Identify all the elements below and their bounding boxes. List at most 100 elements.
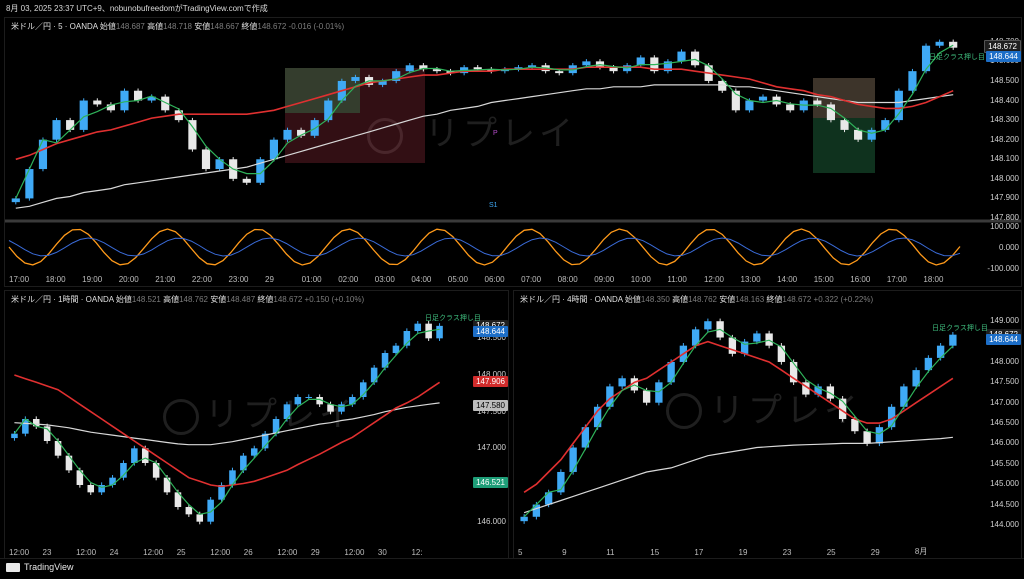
hourly-chart-pane[interactable]: 米ドル／円 · 1時間 · OANDA 始値148.521 高値148.762 … — [4, 290, 509, 560]
candle-body — [900, 386, 908, 407]
candle-body — [38, 139, 48, 170]
x-tick-label: 29 — [310, 548, 320, 557]
x-tick-label: 12:00 — [9, 548, 30, 557]
y-tick-label: 146.500 — [990, 418, 1019, 428]
candle-body — [185, 507, 193, 515]
x-tick-label: 14:00 — [777, 275, 798, 284]
candle-body — [814, 386, 822, 395]
candle-body — [802, 382, 810, 395]
x-tick-label: 12:00 — [143, 548, 164, 557]
candle-body — [261, 433, 269, 449]
candle-body — [728, 337, 737, 354]
candle-body — [392, 71, 401, 81]
x-tick-label: 29 — [265, 275, 274, 284]
candle-body — [120, 90, 129, 111]
s1-label: S1 — [489, 202, 498, 209]
y-tick-label: 148.500 — [990, 75, 1019, 85]
price-box: 148.644 — [986, 333, 1021, 345]
candle-body — [378, 80, 387, 85]
candle-body — [593, 406, 602, 428]
candle-body — [936, 345, 945, 358]
x-tick-label: 29 — [870, 548, 880, 557]
candle-body — [65, 455, 73, 471]
candle-body — [520, 516, 528, 522]
candle-body — [854, 129, 863, 140]
candle-body — [297, 129, 306, 136]
price-box: 147.906 — [473, 375, 508, 387]
candle-body — [935, 41, 944, 46]
candle-body — [677, 51, 686, 62]
candle-body — [141, 448, 149, 463]
y-tick-label: 148.400 — [990, 95, 1019, 105]
candle-body — [740, 341, 749, 354]
candle-body — [98, 485, 105, 493]
candle-body — [908, 71, 917, 91]
y-tick-label: 148.100 — [990, 154, 1019, 164]
ma-red-line — [14, 374, 441, 488]
ma-white-line — [523, 436, 953, 514]
candle-body — [514, 67, 523, 70]
candle-body — [147, 96, 156, 101]
zone-rect — [813, 78, 875, 118]
y-tick-label: 145.000 — [990, 479, 1019, 489]
candle-body — [921, 45, 931, 72]
candle-body — [93, 100, 102, 105]
x-tick-label: 12:00 — [344, 548, 365, 557]
candle-body — [272, 419, 280, 434]
x-tick-label: 17:00 — [886, 275, 907, 284]
candle-body — [642, 390, 651, 403]
candle-body — [106, 104, 115, 111]
candle-body — [555, 71, 564, 74]
candle-body — [79, 100, 88, 130]
candle-body — [152, 463, 160, 478]
candle-body — [419, 65, 428, 70]
y-tick-label: 147.800 — [990, 213, 1019, 222]
x-tick-label: 10:00 — [630, 275, 651, 284]
x-tick-label: 23 — [782, 548, 792, 557]
x-tick-label: 12:00 — [76, 548, 97, 557]
hourly-dip-label: 日足クラス押し目 — [425, 315, 481, 322]
main-chart-pane[interactable]: 米ドル／円 · 5 · OANDA 始値148.687 高値148.718 安値… — [4, 17, 1022, 287]
y-tick-label: 147.000 — [477, 443, 506, 453]
x-tick-label: 04:00 — [411, 275, 432, 284]
y-tick-label: 146.000 — [477, 516, 506, 526]
y-tick-label: 148.000 — [477, 370, 506, 379]
x-tick-label: 08:00 — [557, 275, 578, 284]
x-tick-label: 17:00 — [9, 275, 30, 284]
price-box: 148.672 — [473, 319, 508, 331]
ma-green-line — [523, 328, 954, 518]
price-box: 146.521 — [473, 477, 508, 489]
tradingview-logo[interactable]: TradingView — [6, 562, 74, 572]
candle-body — [863, 431, 871, 444]
candle-body — [392, 345, 400, 353]
candle-body — [87, 485, 95, 493]
hourly-chart-title: 米ドル／円 · 1時間 · OANDA 始値148.521 高値148.762 … — [11, 295, 365, 304]
x-tick-label: 12:00 — [703, 275, 724, 284]
candle-body — [887, 406, 896, 428]
candle-body — [949, 41, 958, 48]
y-tick-label: 146.000 — [990, 438, 1019, 448]
candle-body — [283, 404, 291, 419]
candle-body — [351, 77, 360, 81]
replay-watermark: リプレイ — [425, 115, 577, 153]
candle-body — [359, 382, 367, 397]
candle-body — [405, 65, 414, 72]
x-tick-label: 09:00 — [594, 275, 615, 284]
candle-body — [43, 426, 51, 441]
x-tick-label: 19:00 — [82, 275, 103, 284]
candle-body — [949, 334, 957, 346]
candle-body — [414, 323, 422, 331]
candle-body — [349, 397, 356, 405]
candle-body — [161, 96, 170, 111]
x-tick-label: 24 — [109, 548, 119, 557]
candle-body — [201, 149, 211, 170]
candle-body — [840, 120, 849, 130]
x-tick-label: 5 — [518, 548, 523, 557]
y-tick-label: 144.000 — [990, 519, 1019, 529]
x-tick-label: 9 — [562, 548, 567, 557]
four-hour-chart-pane[interactable]: 米ドル／円 · 4時間 · OANDA 始値148.350 高値148.762 … — [513, 290, 1022, 560]
candle-body — [826, 386, 835, 399]
candle-body — [370, 367, 378, 383]
candle-body — [436, 325, 443, 339]
candle-body — [636, 57, 645, 66]
